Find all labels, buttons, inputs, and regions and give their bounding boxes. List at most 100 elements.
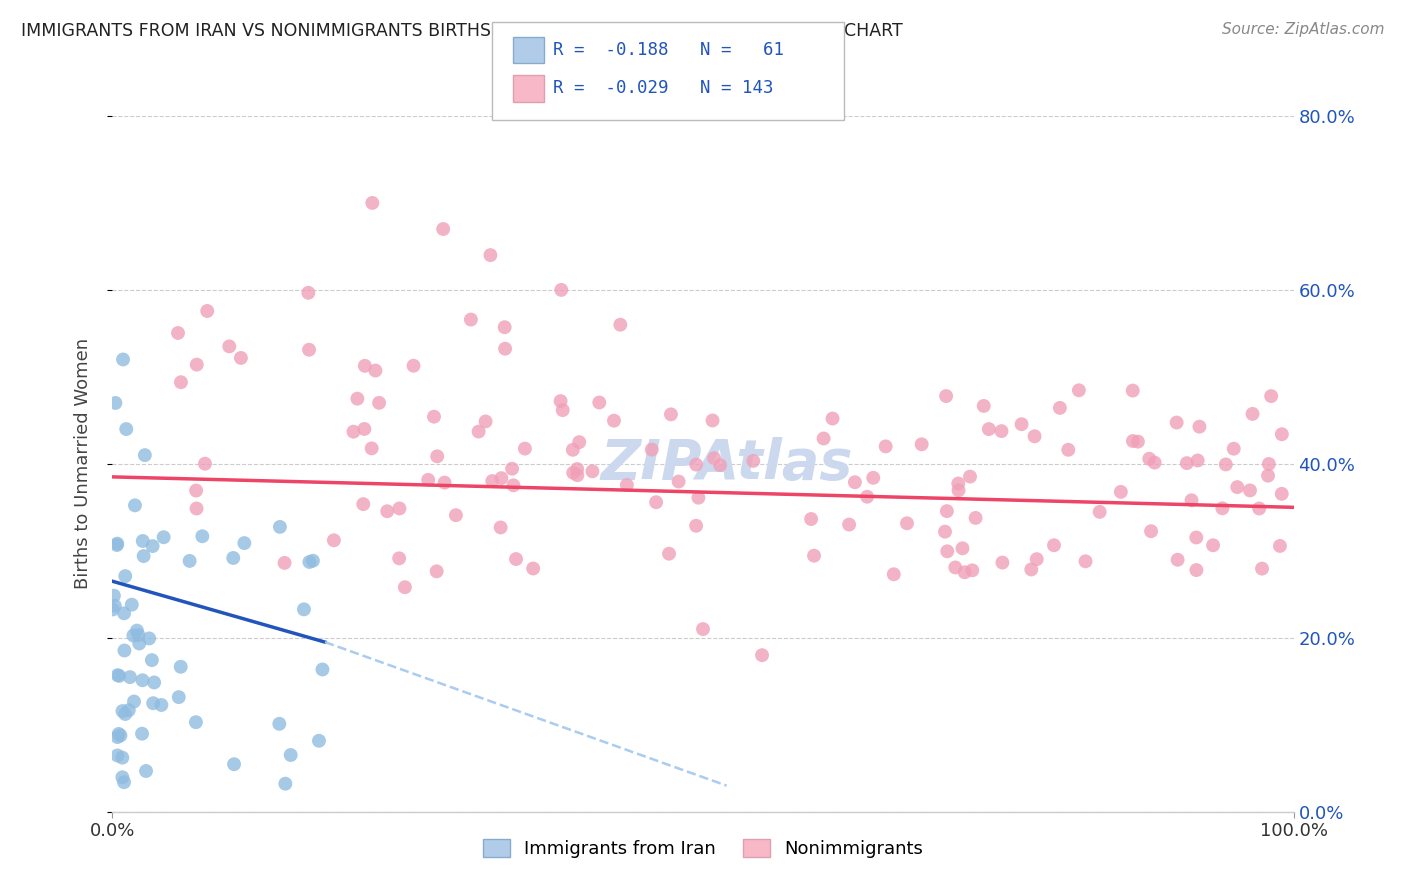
Point bbox=[105, 536, 128, 550]
Point bbox=[131, 727, 153, 741]
Point bbox=[107, 668, 129, 682]
Point bbox=[551, 403, 574, 417]
Point bbox=[1166, 416, 1188, 430]
Point bbox=[1185, 531, 1208, 545]
Point bbox=[104, 599, 127, 613]
Point bbox=[118, 670, 141, 684]
Point bbox=[298, 555, 321, 569]
Point bbox=[141, 653, 163, 667]
Point bbox=[105, 538, 128, 552]
Point bbox=[122, 694, 145, 708]
Point bbox=[222, 551, 245, 566]
Point bbox=[1251, 561, 1274, 575]
Point bbox=[501, 461, 523, 475]
Point bbox=[402, 359, 425, 373]
Point bbox=[1024, 429, 1046, 443]
Point bbox=[1025, 552, 1047, 566]
Point bbox=[353, 422, 375, 436]
Point bbox=[751, 648, 773, 662]
Point bbox=[269, 520, 291, 534]
Point bbox=[1226, 480, 1249, 494]
Point bbox=[856, 490, 879, 504]
Point bbox=[1067, 384, 1090, 398]
Point bbox=[423, 409, 446, 424]
Point bbox=[1057, 442, 1080, 457]
Point bbox=[426, 565, 449, 579]
Text: IMMIGRANTS FROM IRAN VS NONIMMIGRANTS BIRTHS TO UNMARRIED WOMEN CORRELATION CHAR: IMMIGRANTS FROM IRAN VS NONIMMIGRANTS BI… bbox=[21, 22, 903, 40]
Point bbox=[311, 663, 333, 677]
Point bbox=[114, 706, 136, 721]
Point bbox=[138, 632, 160, 646]
Point bbox=[128, 636, 150, 650]
Point bbox=[821, 411, 844, 425]
Point bbox=[977, 422, 1000, 436]
Point bbox=[394, 580, 416, 594]
Point bbox=[641, 442, 664, 457]
Point bbox=[1122, 384, 1144, 398]
Point bbox=[491, 471, 513, 485]
Text: ZIPAtlas: ZIPAtlas bbox=[600, 437, 853, 491]
Point bbox=[274, 777, 297, 791]
Point bbox=[229, 351, 252, 365]
Point bbox=[609, 318, 631, 332]
Point bbox=[550, 394, 572, 409]
Point bbox=[222, 757, 245, 772]
Point bbox=[1180, 493, 1202, 508]
Point bbox=[107, 748, 129, 763]
Point bbox=[361, 195, 384, 210]
Point bbox=[298, 343, 321, 357]
Point bbox=[943, 560, 966, 574]
Point bbox=[953, 566, 976, 580]
Point bbox=[364, 363, 387, 377]
Point bbox=[1043, 538, 1066, 552]
Point bbox=[550, 283, 572, 297]
Legend: Immigrants from Iran, Nonimmigrants: Immigrants from Iran, Nonimmigrants bbox=[475, 831, 931, 865]
Point bbox=[588, 395, 610, 409]
Point bbox=[1019, 562, 1042, 576]
Point bbox=[1074, 554, 1097, 568]
Point bbox=[353, 359, 375, 373]
Point bbox=[352, 497, 374, 511]
Point bbox=[111, 750, 134, 764]
Point bbox=[1257, 457, 1279, 471]
Point bbox=[218, 339, 240, 353]
Point bbox=[1241, 407, 1264, 421]
Point bbox=[742, 454, 765, 468]
Point bbox=[107, 727, 129, 741]
Point bbox=[433, 475, 456, 490]
Point bbox=[170, 375, 193, 389]
Point bbox=[603, 414, 626, 428]
Point bbox=[191, 529, 214, 543]
Point bbox=[297, 285, 319, 300]
Point bbox=[444, 508, 467, 523]
Point bbox=[1187, 453, 1209, 467]
Point bbox=[269, 716, 291, 731]
Point bbox=[1268, 539, 1291, 553]
Point bbox=[513, 442, 536, 456]
Point bbox=[167, 690, 190, 705]
Point bbox=[1011, 417, 1033, 432]
Point bbox=[952, 541, 974, 556]
Point bbox=[112, 775, 135, 789]
Point bbox=[844, 475, 866, 490]
Point bbox=[135, 764, 157, 778]
Point bbox=[143, 675, 166, 690]
Point bbox=[1257, 468, 1279, 483]
Point bbox=[292, 602, 315, 616]
Point bbox=[184, 715, 207, 730]
Point bbox=[1260, 389, 1282, 403]
Point bbox=[150, 698, 173, 712]
Point bbox=[179, 554, 201, 568]
Point bbox=[1109, 484, 1132, 499]
Point bbox=[460, 312, 482, 326]
Point bbox=[111, 704, 134, 718]
Point bbox=[273, 556, 295, 570]
Point bbox=[948, 483, 970, 498]
Point bbox=[418, 473, 440, 487]
Point bbox=[959, 469, 981, 483]
Point bbox=[935, 389, 957, 403]
Point bbox=[112, 607, 135, 621]
Point bbox=[108, 669, 131, 683]
Point bbox=[142, 696, 165, 710]
Point bbox=[481, 474, 503, 488]
